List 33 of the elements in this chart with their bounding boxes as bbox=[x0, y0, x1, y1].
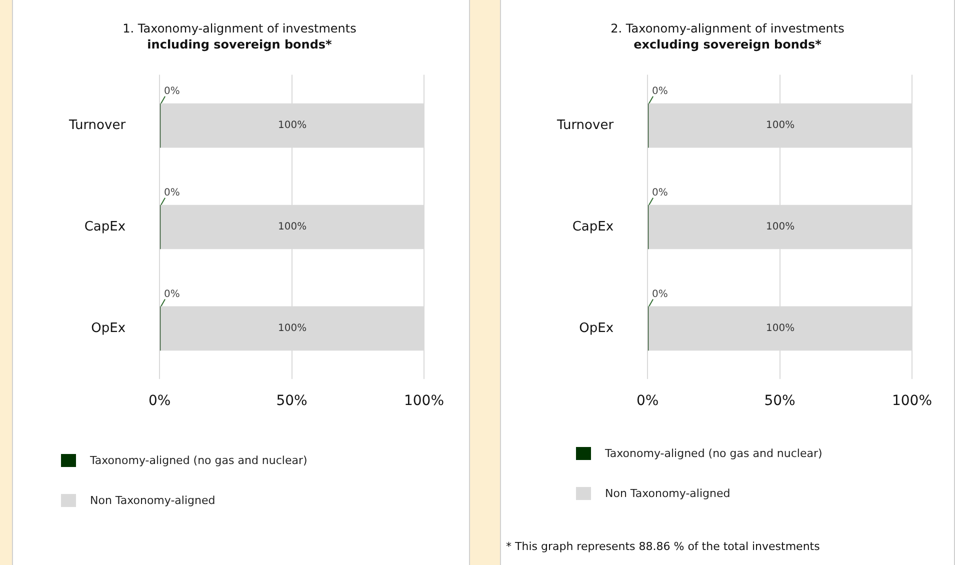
text: * This graph represents 88.86 % of the total investments bbox=[506, 540, 820, 553]
legend-label: Taxonomy-aligned (no gas and nuclear) bbox=[90, 454, 308, 466]
data-label: 100% bbox=[278, 120, 307, 132]
x-tick-label: 0% bbox=[636, 393, 659, 410]
data-label: 0% bbox=[164, 288, 180, 300]
legend-label: Taxonomy-aligned (no gas and nuclear) bbox=[605, 446, 822, 460]
x-tick-label: 0% bbox=[148, 393, 171, 410]
data-label: 100% bbox=[766, 222, 795, 233]
data-label: 0% bbox=[164, 187, 180, 198]
data-label: 0% bbox=[652, 86, 668, 97]
data-label: 100% bbox=[278, 323, 307, 334]
data-label: 0% bbox=[164, 86, 180, 97]
y-tick-label: Turnover bbox=[68, 118, 126, 133]
chart-title: 1. Taxonomy-alignment of investments bbox=[122, 21, 356, 36]
x-tick-label: 100% bbox=[892, 393, 932, 410]
data-label: 0% bbox=[652, 187, 668, 198]
y-tick-label: Turnover bbox=[556, 118, 614, 133]
data-label: 100% bbox=[278, 222, 307, 233]
x-tick-label: 100% bbox=[404, 393, 444, 410]
legend-label: Non Taxonomy-aligned bbox=[605, 486, 730, 500]
y-tick-label: OpEx bbox=[579, 320, 614, 336]
chart-title: 2. Taxonomy-alignment of investments bbox=[610, 21, 844, 36]
y-tick-label: OpEx bbox=[91, 320, 126, 336]
data-label: 100% bbox=[766, 120, 795, 132]
data-label: 0% bbox=[652, 288, 668, 300]
data-label: 100% bbox=[766, 323, 795, 334]
chart-subtitle: excluding sovereign bonds* bbox=[634, 38, 822, 52]
x-tick-label: 50% bbox=[276, 393, 308, 410]
y-tick-label: CapEx bbox=[84, 219, 126, 234]
y-tick-label: CapEx bbox=[572, 219, 614, 234]
x-tick-label: 50% bbox=[764, 393, 796, 410]
chart-subtitle: including sovereign bonds* bbox=[147, 38, 333, 52]
legend-label: Non Taxonomy-aligned bbox=[90, 494, 216, 506]
